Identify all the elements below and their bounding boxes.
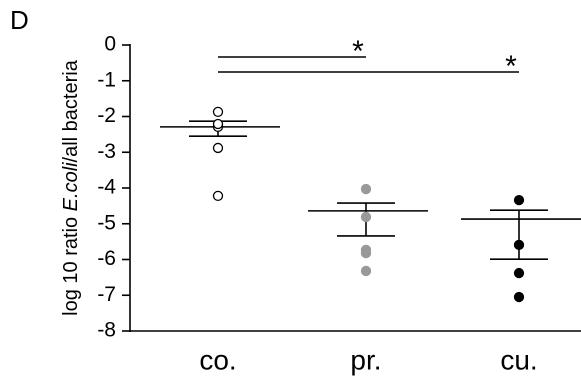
data-point: [360, 211, 372, 223]
data-point: [212, 190, 224, 202]
y-label-part: /all bacteria: [60, 59, 82, 162]
y-tick-label: -1: [97, 68, 116, 91]
data-point: [513, 239, 525, 250]
y-tick-label: -2: [97, 104, 116, 127]
data-point: [360, 265, 372, 277]
y-tick-label: 0: [104, 33, 116, 56]
x-tick-label: pr.: [350, 344, 381, 375]
y-tick-label: -4: [97, 176, 116, 199]
x-tick-label: cu.: [500, 344, 537, 375]
significance-star: *: [505, 50, 517, 83]
significance-star: *: [352, 35, 364, 68]
data-point: [513, 267, 525, 279]
y-tick-label: -6: [97, 247, 116, 270]
data-point: [212, 142, 224, 154]
y-axis-label: log 10 ratio E.coli/all bacteria: [60, 59, 82, 316]
y-label-part: E.coli: [60, 162, 82, 211]
y-label-part: log 10 ratio: [60, 211, 82, 316]
data-point: [360, 247, 372, 259]
y-tick-label: -8: [97, 319, 116, 342]
panel-label: D: [10, 5, 29, 35]
data-point: [212, 118, 224, 130]
data-point: [212, 106, 224, 118]
y-tick-label: -3: [97, 140, 116, 163]
data-point: [513, 291, 525, 303]
data-point: [513, 195, 525, 206]
data-point: [360, 183, 372, 195]
y-tick-label: -7: [97, 283, 116, 306]
x-tick-label: co.: [199, 344, 236, 375]
y-tick-label: -5: [97, 211, 116, 234]
